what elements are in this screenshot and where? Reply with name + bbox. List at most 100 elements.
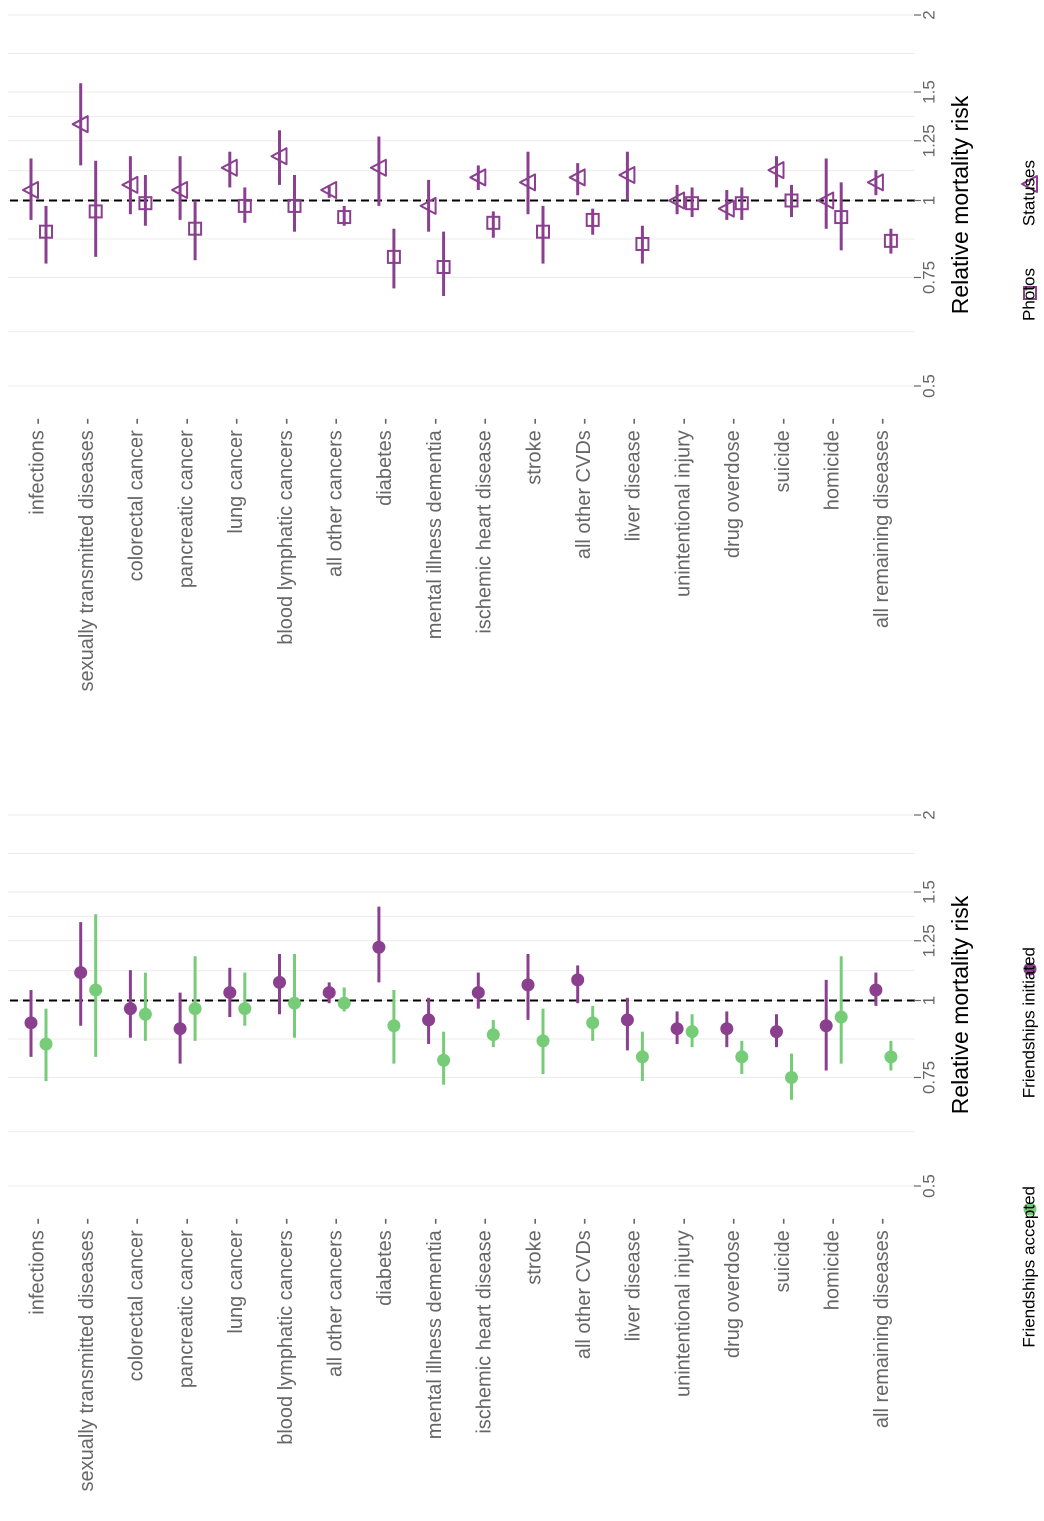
point-estimate xyxy=(685,1025,699,1039)
value-tick-label: 0.5 xyxy=(919,374,938,398)
point-estimate xyxy=(469,168,487,187)
point-estimate xyxy=(337,996,351,1010)
point-estimate xyxy=(670,1022,684,1036)
category-label: liver disease - xyxy=(623,1218,645,1341)
forest-panel-1: 0.5 0.75 1 1.25 1.5 2 Relative mortality risk i… xyxy=(8,10,973,691)
category-label: mental illness dementia - xyxy=(424,418,446,639)
category-label: suicide - xyxy=(772,418,794,492)
point-estimate xyxy=(123,1002,137,1016)
point-estimate xyxy=(88,204,103,219)
category-label: sexually transmitted diseases - xyxy=(76,418,98,691)
point-estimate xyxy=(884,1050,898,1064)
series-1 xyxy=(39,914,898,1100)
series-0 xyxy=(24,906,883,1071)
point-estimate xyxy=(220,158,238,177)
category-label: liver disease - xyxy=(623,418,645,541)
category-label: all remaining diseases - xyxy=(871,418,893,628)
point-estimate xyxy=(668,191,686,210)
point-estimate xyxy=(386,249,401,264)
value-tick-label: 1 xyxy=(919,996,938,1005)
point-estimate xyxy=(521,978,535,992)
point-estimate xyxy=(372,940,386,954)
category-label: all other CVDs - xyxy=(573,418,595,559)
point-estimate xyxy=(819,1019,833,1033)
point-estimate xyxy=(188,1002,202,1016)
category-label: sexually transmitted diseases - xyxy=(76,1218,98,1491)
point-estimate xyxy=(735,1050,749,1064)
value-tick-label: 1.25 xyxy=(919,124,938,157)
point-estimate xyxy=(288,996,301,1010)
point-estimate xyxy=(270,147,288,166)
point-estimate xyxy=(24,1016,38,1030)
legend-label: Friendships accepted xyxy=(1019,1186,1038,1348)
value-axis-title: Relative mortality risk xyxy=(947,95,973,314)
point-estimate xyxy=(784,193,799,208)
point-estimate xyxy=(337,210,352,225)
point-estimate xyxy=(173,1022,187,1036)
category-label: suicide - xyxy=(772,1218,794,1292)
point-estimate xyxy=(22,181,39,200)
value-tick-label: 1.25 xyxy=(919,924,938,957)
point-estimate xyxy=(138,196,153,211)
value-tick-label: 0.75 xyxy=(919,261,938,294)
point-estimate xyxy=(71,115,89,134)
point-estimate xyxy=(717,199,735,218)
point-estimate xyxy=(685,196,700,211)
point-estimate xyxy=(536,224,550,239)
legend-1: Photos Statuses xyxy=(1019,160,1038,321)
legend-marker-triangle xyxy=(1021,175,1038,193)
point-estimate xyxy=(770,1025,783,1039)
point-estimate xyxy=(422,1013,436,1027)
point-estimate xyxy=(883,233,898,248)
point-estimate xyxy=(39,1037,53,1051)
value-tick-label: 1.5 xyxy=(919,80,938,104)
point-estimate xyxy=(223,986,237,1000)
point-estimate xyxy=(486,1028,500,1042)
point-estimate xyxy=(387,1019,401,1033)
point-estimate xyxy=(74,966,88,980)
category-label: diabetes - xyxy=(374,1218,396,1306)
point-estimate xyxy=(635,1050,649,1064)
point-estimate xyxy=(188,221,203,236)
value-tick-label: 1.5 xyxy=(919,880,938,904)
point-estimate xyxy=(237,198,252,213)
category-label: homicide - xyxy=(821,418,843,510)
value-tick-label: 0.5 xyxy=(919,1174,938,1198)
legend-2: Friendships accepted Friendships initiate… xyxy=(1019,947,1038,1348)
category-label: all other cancers - xyxy=(324,418,346,577)
category-label: all other CVDs - xyxy=(573,1218,595,1359)
point-estimate xyxy=(138,1007,152,1021)
category-label: infections - xyxy=(26,418,48,515)
point-estimate xyxy=(121,175,139,194)
point-estimate xyxy=(834,1010,848,1024)
point-estimate xyxy=(571,973,585,987)
point-estimate xyxy=(273,975,286,989)
category-label: blood lymphatic cancers - xyxy=(275,418,297,645)
forest-panel-2: 0.5 0.75 1 1.25 1.5 2 Relative mortality risk i… xyxy=(8,810,973,1491)
point-estimate xyxy=(238,1002,252,1016)
point-estimate xyxy=(635,236,650,251)
point-estimate xyxy=(618,165,636,184)
point-estimate xyxy=(369,158,387,177)
value-tick-label: 1 xyxy=(919,196,938,205)
point-estimate xyxy=(869,983,883,997)
category-label: unintentional injury - xyxy=(672,1218,694,1397)
point-estimate xyxy=(471,986,485,1000)
value-tick-label: 2 xyxy=(919,810,938,819)
category-label: infections - xyxy=(26,1218,48,1315)
point-estimate xyxy=(419,196,437,215)
category-label: colorectal cancer - xyxy=(126,1218,148,1381)
point-estimate xyxy=(287,198,302,213)
legend-marker-circle-purple xyxy=(1023,962,1037,976)
point-estimate xyxy=(436,259,451,274)
point-estimate xyxy=(586,1016,600,1030)
category-label: diabetes - xyxy=(374,418,396,506)
value-axis-title: Relative mortality risk xyxy=(947,895,973,1114)
category-label: drug overdose - xyxy=(722,418,744,558)
category-label: stroke - xyxy=(523,418,545,485)
legend-marker-circle-green xyxy=(1023,1202,1037,1216)
category-label: ischemic heart disease - xyxy=(474,418,496,634)
legend-label: Photos xyxy=(1019,268,1038,321)
value-tick-label: 0.75 xyxy=(919,1061,938,1094)
series-0 xyxy=(22,83,884,232)
